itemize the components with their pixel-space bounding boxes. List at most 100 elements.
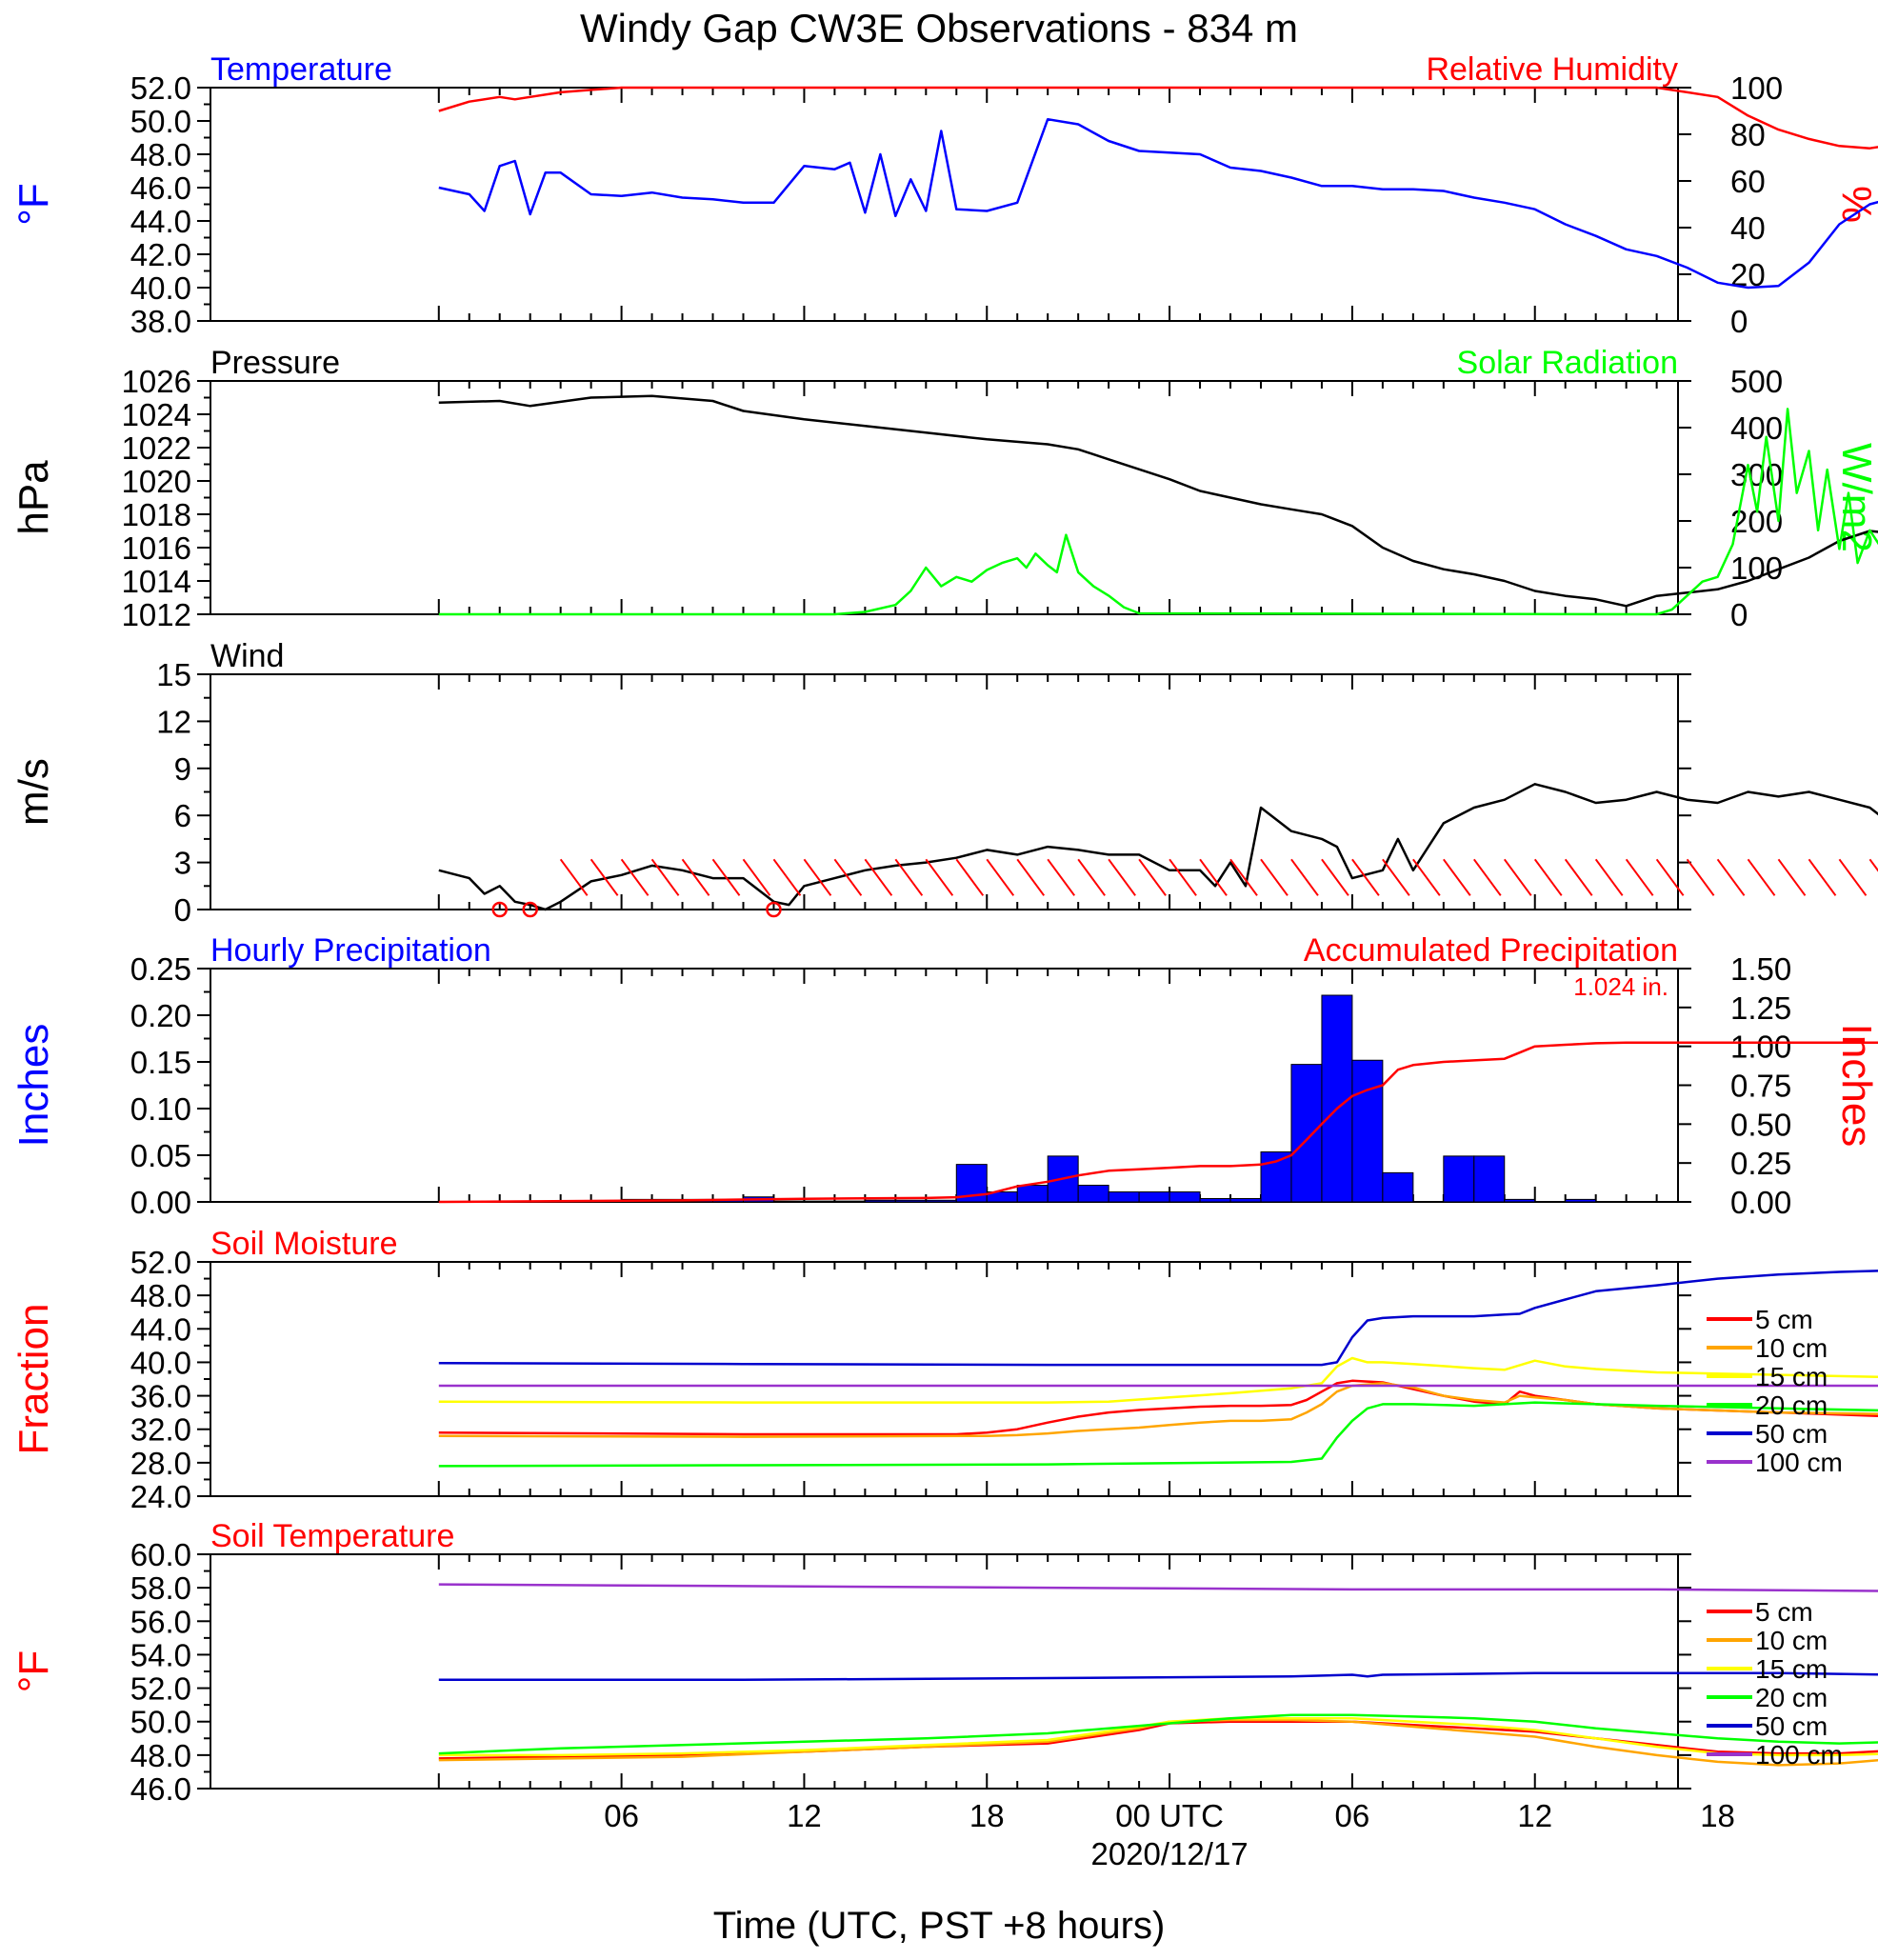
plot-frame bbox=[210, 673, 1679, 910]
y-tick-label: 48.0 bbox=[130, 137, 191, 172]
calm-wind-marker bbox=[766, 901, 782, 918]
wind-barb bbox=[1808, 858, 1837, 896]
wind-barb bbox=[894, 858, 924, 896]
y-tick-label: 36.0 bbox=[130, 1379, 191, 1414]
legend-label: 15 cm bbox=[1755, 1362, 1828, 1391]
precip-bar bbox=[1382, 1171, 1414, 1203]
y-axis-label-left: m/s bbox=[10, 758, 57, 826]
wind-barb bbox=[1229, 858, 1258, 896]
panel-3: 0.00 0.05 0.10 0.15 0.20 0.25 0.00 0.25 0.500.75… bbox=[10, 932, 1878, 1220]
wind-barb bbox=[1625, 858, 1654, 896]
wind-barb bbox=[1716, 858, 1746, 896]
x-tick-label: 12 bbox=[1517, 1798, 1552, 1833]
panel-title-left: Soil Moisture bbox=[210, 1226, 398, 1262]
x-tick-label: 12 bbox=[787, 1798, 822, 1833]
y-tick-label-right: 1.25 bbox=[1730, 990, 1791, 1026]
precip-bar bbox=[864, 1199, 896, 1203]
precip-bar bbox=[894, 1199, 927, 1203]
precip-bar bbox=[833, 1200, 866, 1203]
series-line-temperature bbox=[438, 117, 1878, 290]
series-line-15-cm bbox=[438, 1716, 1878, 1757]
wind-barb bbox=[742, 858, 771, 896]
series-line-100-cm bbox=[438, 1583, 1878, 1592]
panel-title-left: Wind bbox=[210, 638, 284, 674]
wind-barb bbox=[1655, 858, 1685, 896]
wind-barb bbox=[1077, 858, 1106, 896]
wind-barb bbox=[1382, 858, 1410, 896]
y-tick-label: 0 bbox=[174, 892, 191, 928]
y-axis-label-left: hPa bbox=[10, 460, 57, 535]
precip-bar bbox=[1504, 1198, 1536, 1203]
precip-bar bbox=[1016, 1185, 1049, 1203]
y-tick-label: 56.0 bbox=[130, 1604, 191, 1639]
y-tick-label: 12 bbox=[156, 704, 191, 739]
y-tick-label: 1020 bbox=[122, 464, 191, 499]
wind-barb bbox=[1564, 858, 1593, 896]
wind-barb bbox=[681, 858, 710, 896]
wind-barb bbox=[1290, 858, 1319, 896]
panel-0: 38.040.042.044.046.048.050.052.002040608… bbox=[10, 51, 1878, 339]
y-tick-label-right: 300 bbox=[1730, 457, 1783, 492]
precip-bar bbox=[1260, 1151, 1292, 1203]
series-line-pressure bbox=[438, 394, 1878, 608]
panel-title-right: Relative Humidity bbox=[1426, 51, 1678, 88]
precip-bar bbox=[1443, 1155, 1475, 1203]
wind-barb bbox=[772, 858, 802, 896]
wind-barb bbox=[1260, 858, 1289, 896]
wind-barb bbox=[1138, 858, 1167, 896]
wind-barb bbox=[1747, 858, 1776, 896]
wind-barb bbox=[1868, 858, 1878, 872]
precip-bar bbox=[1565, 1198, 1597, 1203]
wind-barb bbox=[925, 858, 954, 896]
y-tick-label: 24.0 bbox=[130, 1479, 191, 1514]
wind-barb bbox=[650, 858, 680, 896]
series-line-relative-humidity bbox=[438, 86, 1878, 150]
wind-barb bbox=[711, 858, 741, 896]
y-tick-label: 3 bbox=[174, 846, 191, 881]
y-tick-label: 52.0 bbox=[130, 70, 191, 106]
y-tick-label-right: 0 bbox=[1730, 597, 1748, 632]
figure-title: Windy Gap CW3E Observations - 834 m bbox=[580, 6, 1298, 50]
precip-bar bbox=[1290, 1064, 1323, 1203]
precip-bar bbox=[1108, 1191, 1140, 1203]
precip-bar bbox=[925, 1199, 957, 1203]
y-tick-label: 40.0 bbox=[130, 1345, 191, 1380]
y-tick-label: 50.0 bbox=[130, 104, 191, 139]
panel-title-left: Temperature bbox=[210, 51, 392, 88]
wind-barb bbox=[955, 858, 985, 896]
wind-barb bbox=[986, 858, 1015, 896]
y-tick-label: 46.0 bbox=[130, 1771, 191, 1807]
panel-title-right: Solar Radiation bbox=[1457, 345, 1678, 381]
y-tick-label: 40.0 bbox=[130, 270, 191, 306]
y-tick-label: 1018 bbox=[122, 497, 191, 532]
panel-1: 1012101410161018102010221024102601002003… bbox=[10, 345, 1878, 632]
panel-title-left: Hourly Precipitation bbox=[210, 932, 491, 969]
y-tick-label-right: 0.00 bbox=[1730, 1185, 1791, 1220]
precip-bar bbox=[772, 1200, 805, 1203]
wind-barb bbox=[1321, 858, 1349, 896]
series-line-20-cm bbox=[438, 1401, 1878, 1468]
x-tick-label: 18 bbox=[1700, 1798, 1735, 1833]
series-line-solar-radiation bbox=[438, 408, 1878, 616]
panel-title-left: Soil Temperature bbox=[210, 1518, 454, 1554]
y-tick-label: 54.0 bbox=[130, 1637, 191, 1672]
y-tick-label: 0.25 bbox=[130, 951, 191, 987]
wind-barb bbox=[864, 858, 893, 896]
y-tick-label: 46.0 bbox=[130, 170, 191, 206]
series-line-10-cm bbox=[438, 1382, 1878, 1438]
panel-title-left: Pressure bbox=[210, 345, 340, 381]
legend-label: 20 cm bbox=[1755, 1390, 1828, 1420]
precip-bar bbox=[803, 1200, 835, 1203]
wind-barb bbox=[1169, 858, 1197, 896]
y-tick-label-right: 100 bbox=[1730, 70, 1783, 106]
y-tick-label: 44.0 bbox=[130, 1311, 191, 1347]
y-tick-label: 1022 bbox=[122, 430, 191, 466]
calm-wind-marker bbox=[522, 901, 538, 918]
y-tick-label-right: 1.00 bbox=[1730, 1030, 1791, 1065]
legend-label: 100 cm bbox=[1755, 1740, 1843, 1770]
y-tick-label: 0.20 bbox=[130, 998, 191, 1033]
panel-4: 24.028.032.036.040.044.048.052.0 Soil Moi… bbox=[10, 1226, 1878, 1514]
precip-bar bbox=[1199, 1198, 1231, 1203]
y-tick-label: 28.0 bbox=[130, 1446, 191, 1481]
calm-wind-marker bbox=[491, 901, 508, 918]
